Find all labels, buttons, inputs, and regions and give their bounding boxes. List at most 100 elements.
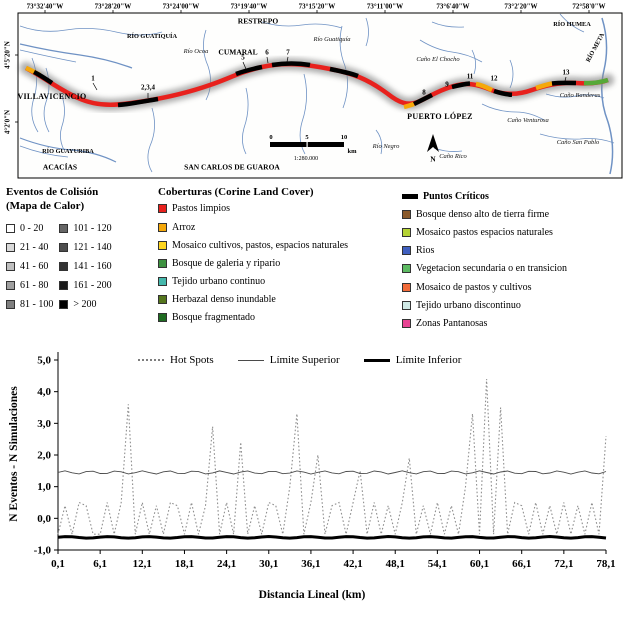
legend-item-label: > 200: [73, 298, 97, 310]
heatmap-legend-title: Eventos de Colisión: [6, 186, 99, 198]
legend-item: Puntos Críticos: [402, 187, 624, 205]
latitude-label: 4°5'20"N: [3, 41, 12, 69]
limite-inferior-line-sample-icon: [363, 358, 390, 362]
legend-item-label: Vegetacion secundaria o en transicion: [416, 263, 568, 275]
x-tick-label: 6,1: [93, 558, 107, 570]
legend-item-label: Tejido urbano discontinuo: [416, 299, 521, 311]
color-swatch: [6, 261, 15, 271]
color-swatch: [59, 261, 69, 271]
legend-item: Zonas Pantanosas: [402, 314, 624, 332]
legend-item: 141 - 160: [59, 257, 112, 276]
x-tick-label: 66,1: [512, 558, 531, 570]
color-swatch: [402, 300, 411, 310]
river-label-rio-humea: RÍO HUMEA: [553, 20, 591, 28]
legend-item-label: 41 - 60: [20, 260, 49, 272]
legend-item-label: Mosaico de pastos y cultivos: [416, 281, 532, 293]
series-limite-inferior: [57, 534, 607, 540]
color-swatch: [402, 246, 411, 256]
chart-x-axis-title: Distancia Lineal (km): [258, 589, 366, 601]
legend-item: Pastos limpios: [158, 200, 402, 218]
river-label-rio-negro: Río Negro: [372, 142, 400, 150]
color-swatch: [402, 282, 411, 292]
color-swatch: [402, 318, 411, 328]
route-marker: 7: [286, 48, 290, 57]
color-swatch: [158, 240, 167, 250]
legend-item: Mosaico cultivos, pastos, espacios natur…: [158, 236, 402, 254]
chart-legend: Hot Spots Límite Superior Límite Inferio…: [138, 354, 462, 366]
legend-item-label: Mosaico cultivos, pastos, espacios natur…: [172, 239, 349, 251]
landcover-legend-title: Coberturas (Corine Land Cover): [158, 186, 314, 198]
legend-item: Bosque fragmentado: [158, 309, 402, 327]
x-tick-label: 0,1: [51, 558, 65, 570]
scale-tick-label: 5: [305, 133, 309, 141]
longitude-label: 73°2'20"W: [504, 2, 538, 11]
y-tick-label: 5,0: [37, 355, 51, 367]
north-arrow-icon: [427, 134, 439, 152]
legend-item: 61 - 80: [6, 276, 53, 295]
legend-item-label: 21 - 40: [20, 241, 49, 253]
legend-item-label: 121 - 140: [73, 241, 112, 253]
river-label-cano-venturosa: Caño Venturosa: [507, 116, 549, 124]
legend-item-label: Zonas Pantanosas: [416, 317, 488, 329]
legend-item-label: 0 - 20: [20, 222, 44, 234]
color-swatch: [158, 277, 167, 287]
river-label-cano-rico: Caño Rico: [439, 152, 467, 160]
puntos-criticos-swatch: [402, 193, 418, 199]
place-label-san-carlos: SAN CARLOS DE GUAROA: [184, 162, 280, 172]
longitude-label: 73°15'20"W: [298, 2, 336, 11]
legend-item: 21 - 40: [6, 238, 53, 257]
color-swatch: [59, 242, 69, 252]
map-graphic: [15, 10, 623, 179]
y-tick-label: 0,0: [37, 513, 51, 525]
longitude-label: 73°19'40"W: [230, 2, 268, 11]
scale-tick-label: 10: [340, 133, 348, 141]
chart-legend-label: Hot Spots: [170, 354, 214, 366]
north-label: N: [430, 154, 436, 164]
heatmap-legend-title: (Mapa de Calor): [6, 199, 85, 212]
color-swatch: [6, 280, 15, 290]
legend-item-label: 81 - 100: [20, 298, 54, 310]
route-marker: 12: [490, 74, 498, 83]
scale-tick-label: 0: [269, 133, 273, 141]
legend-item-label: Puntos Críticos: [423, 190, 489, 202]
longitude-label: 73°11'00"W: [366, 2, 404, 11]
heatmap-legend-col1: 0 - 20 21 - 40 41 - 60 61 - 80 81 - 100: [6, 219, 53, 314]
legend-item-label: Mosaico pastos espacios naturales: [416, 226, 553, 238]
x-tick-label: 18,1: [175, 558, 194, 570]
chart-plot: -1,0 0,0 1,0 2,0 3,0 4,0 5,0 0,1 6,1 12,1 18,1 24,1…: [34, 352, 616, 570]
legend-item: 81 - 100: [6, 295, 53, 314]
legend-item: Tejido urbano discontinuo: [402, 296, 624, 314]
landcover-legend: Coberturas (Corine Land Cover) Pastos li…: [158, 186, 402, 346]
legend-item-label: Arroz: [172, 221, 196, 233]
legend-item: Mosaico pastos espacios naturales: [402, 223, 624, 241]
legend-item: Mosaico de pastos y cultivos: [402, 278, 624, 296]
color-swatch: [6, 223, 15, 233]
legend-section: Eventos de Colisión (Mapa de Calor) 0 - …: [0, 182, 624, 346]
heatmap-legend: Eventos de Colisión (Mapa de Calor) 0 - …: [6, 186, 158, 346]
legend-item-label: Bosque de galeria y ripario: [172, 257, 281, 269]
river-label-cano-san-pablo: Caño San Pablo: [556, 138, 600, 146]
color-swatch: [402, 209, 411, 219]
color-swatch: [158, 295, 167, 305]
rivers-group: [19, 13, 615, 175]
river-label-rio-guatiquia-upper: RÍO GUATIQUÍA: [126, 32, 178, 40]
y-tick-label: 4,0: [37, 386, 51, 398]
hot-spots-line-sample-icon: [138, 359, 164, 361]
scale-ratio-label: 1:280.000: [293, 156, 319, 162]
color-swatch: [158, 313, 167, 323]
map-frame: [17, 12, 623, 179]
series-limite-superior: [57, 470, 607, 475]
chart-legend-item: Límite Superior: [237, 354, 340, 366]
latitude-label: 4°2'0"N: [3, 109, 12, 135]
route-cover-segments: [25, 65, 609, 110]
legend-item: Arroz: [158, 218, 402, 236]
river-label-rio-guayuriba: RÍO GUAYURIBA: [42, 147, 94, 155]
legend-item-label: Rios: [416, 245, 435, 257]
x-tick-label: 54,1: [428, 558, 447, 570]
river-label-cano-el-chocho: Caño El Chocho: [416, 55, 460, 63]
color-swatch: [6, 299, 15, 309]
chart-y-axis-title: N Eventos - N Simulaciones: [8, 386, 20, 522]
river-label-cano-banderas: Caño Banderas: [559, 91, 601, 99]
legend-item: 101 - 120: [59, 219, 112, 238]
